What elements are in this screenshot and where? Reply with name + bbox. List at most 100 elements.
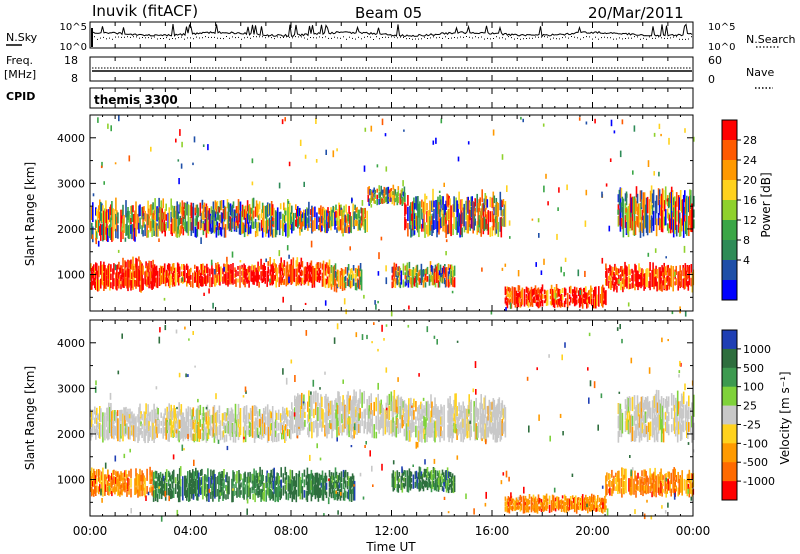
power-echo-cell	[228, 215, 231, 222]
power-echo-cell	[247, 266, 249, 274]
velocity-echo-cell	[120, 471, 122, 482]
velocity-echo-cell	[124, 485, 126, 493]
power-echo-cell	[180, 206, 183, 215]
power-echo-cell	[142, 217, 144, 227]
power-echo-cell	[423, 277, 426, 283]
power-scatter-cell	[380, 236, 383, 241]
velocity-echo-cell	[446, 479, 449, 491]
power-echo-cell	[426, 203, 428, 211]
power-echo-cell	[618, 189, 621, 206]
power-echo-cell	[154, 270, 157, 277]
velocity-echo-cell	[649, 468, 651, 476]
velocity-echo-cell	[482, 408, 485, 439]
power-echo-cell	[685, 198, 687, 214]
power-scatter-cell	[150, 146, 152, 152]
velocity-echo-cell	[581, 494, 584, 511]
power-echo-cell	[483, 216, 486, 232]
power-echo-cell	[360, 223, 362, 228]
nsearch-dot	[661, 37, 662, 39]
power-echo-cell	[438, 281, 441, 288]
power-scatter-cell	[91, 234, 94, 240]
velocity-echo-cell	[112, 470, 114, 478]
velocity-echo-cell	[368, 405, 370, 419]
velocity-echo-cell	[302, 398, 304, 413]
power-echo-cell	[321, 225, 323, 232]
velocity-echo-cell	[486, 416, 489, 426]
velocity-scatter-cell	[586, 503, 588, 508]
velocity-echo-cell	[309, 395, 311, 408]
power-echo-cell	[271, 264, 273, 286]
velocity-scatter-cell	[416, 442, 419, 448]
power-echo-cell	[393, 188, 396, 206]
velocity-echo-cell	[585, 501, 587, 506]
nsearch-dot	[610, 37, 611, 39]
power-scatter-cell	[432, 140, 435, 145]
velocity-echo-cell	[336, 402, 338, 438]
power-scatter-cell	[538, 233, 540, 238]
velocity-echo-cell	[342, 423, 344, 433]
power-echo-cell	[148, 208, 150, 228]
velocity-echo-cell	[410, 423, 412, 438]
velocity-echo-cell	[392, 420, 395, 433]
velocity-echo-cell	[661, 474, 663, 484]
power-echo-cell	[660, 193, 663, 232]
power-echo-cell	[100, 278, 102, 289]
power-echo-cell	[241, 204, 244, 217]
velocity-scatter-cell	[377, 382, 379, 390]
velocity-echo-cell	[225, 494, 227, 500]
velocity-echo-cell	[664, 421, 667, 432]
power-echo-cell	[99, 226, 101, 236]
velocity-scatter-cell	[629, 455, 631, 458]
velocity-scatter-cell	[588, 332, 591, 337]
velocity-echo-cell	[112, 488, 114, 493]
nsearch-dot	[460, 36, 461, 38]
power-echo-cell	[424, 273, 427, 281]
velocity-echo-cell	[324, 424, 326, 437]
power-echo-cell	[344, 267, 347, 274]
velocity-scatter-cell	[600, 393, 603, 399]
power-echo-cell	[199, 202, 202, 216]
velocity-echo-cell	[162, 490, 165, 496]
velocity-echo-cell	[171, 490, 174, 498]
velocity-echo-cell	[192, 433, 195, 441]
power-echo-cell	[121, 215, 123, 224]
velocity-echo-cell	[221, 471, 223, 479]
power-echo-cell	[663, 200, 666, 212]
power-echo-cell	[641, 209, 644, 221]
velocity-echo-cell	[637, 403, 640, 417]
velocity-echo-cell	[284, 408, 286, 423]
velocity-echo-cell	[172, 408, 174, 418]
velocity-scatter-cell	[385, 324, 388, 327]
power-scatter-cell	[601, 257, 604, 264]
velocity-colorbar-swatch	[722, 386, 737, 406]
power-echo-cell	[186, 221, 189, 234]
power-echo-cell	[355, 219, 357, 227]
power-echo-cell	[101, 213, 103, 224]
power-scatter-cell	[658, 171, 660, 177]
power-scatter-cell	[332, 205, 334, 213]
velocity-echo-cell	[667, 478, 669, 484]
velocity-echo-cell	[440, 416, 442, 425]
power-echo-cell	[431, 200, 433, 212]
velocity-echo-cell	[260, 416, 263, 440]
velocity-echo-cell	[205, 412, 208, 425]
velocity-echo-cell	[662, 488, 664, 493]
power-echo-cell	[493, 195, 496, 204]
power-echo-cell	[340, 219, 342, 231]
velocity-echo-cell	[273, 467, 275, 494]
velocity-echo-cell	[227, 481, 229, 500]
velocity-scatter-cell	[147, 491, 150, 496]
power-echo-cell	[119, 267, 121, 275]
nsearch-dot	[493, 38, 494, 39]
power-echo-cell	[167, 263, 170, 271]
power-echo-cell	[216, 275, 218, 283]
nsearch-dot	[670, 37, 671, 39]
velocity-echo-cell	[585, 505, 587, 511]
velocity-ytick-label: 3000	[57, 382, 85, 395]
power-echo-cell	[526, 287, 529, 294]
velocity-echo-cell	[476, 426, 478, 441]
velocity-echo-cell	[306, 481, 309, 491]
velocity-echo-cell	[299, 476, 302, 500]
velocity-echo-cell	[415, 470, 418, 479]
velocity-scatter-cell	[381, 324, 383, 332]
